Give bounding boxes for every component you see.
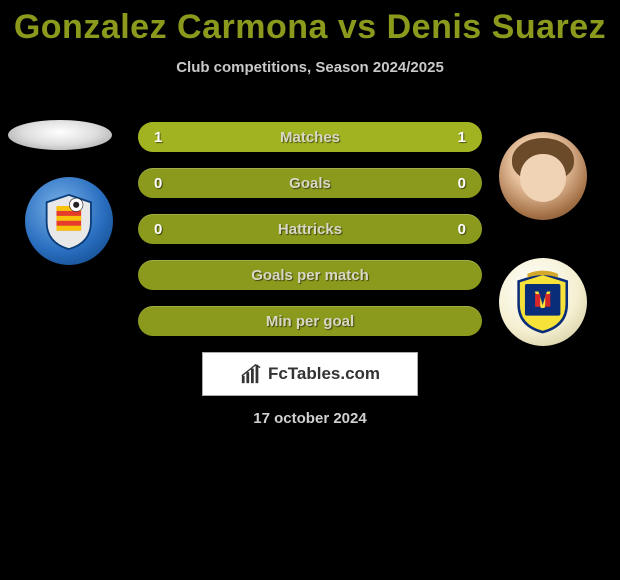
player-left-avatar	[8, 120, 112, 150]
club-right-badge: V	[499, 258, 587, 346]
getafe-icon	[38, 190, 100, 252]
villarreal-icon: V	[511, 270, 574, 333]
stat-label: Matches	[182, 129, 438, 146]
stat-label: Goals per match	[182, 267, 438, 284]
stat-value-left: 0	[138, 175, 182, 192]
stat-value-right: 0	[438, 175, 482, 192]
player-right-avatar	[499, 132, 587, 220]
stat-label: Min per goal	[182, 313, 438, 330]
branding-text: FcTables.com	[268, 364, 380, 384]
stats-bars: 1Matches10Goals00Hattricks0Goals per mat…	[138, 122, 482, 352]
stat-row: 0Hattricks0	[138, 214, 482, 244]
stat-row: Min per goal	[138, 306, 482, 336]
club-left-badge	[25, 177, 113, 265]
branding-box: FcTables.com	[202, 352, 418, 396]
stat-row: 0Goals0	[138, 168, 482, 198]
stat-label: Hattricks	[182, 221, 438, 238]
stat-value-right: 1	[438, 129, 482, 146]
stat-row: Goals per match	[138, 260, 482, 290]
page-title: Gonzalez Carmona vs Denis Suarez	[0, 0, 620, 47]
date-label: 17 october 2024	[0, 410, 620, 427]
stat-row: 1Matches1	[138, 122, 482, 152]
subtitle: Club competitions, Season 2024/2025	[0, 59, 620, 76]
chart-icon	[240, 363, 262, 385]
stat-label: Goals	[182, 175, 438, 192]
stat-value-left: 1	[138, 129, 182, 146]
stat-value-right: 0	[438, 221, 482, 238]
stat-value-left: 0	[138, 221, 182, 238]
